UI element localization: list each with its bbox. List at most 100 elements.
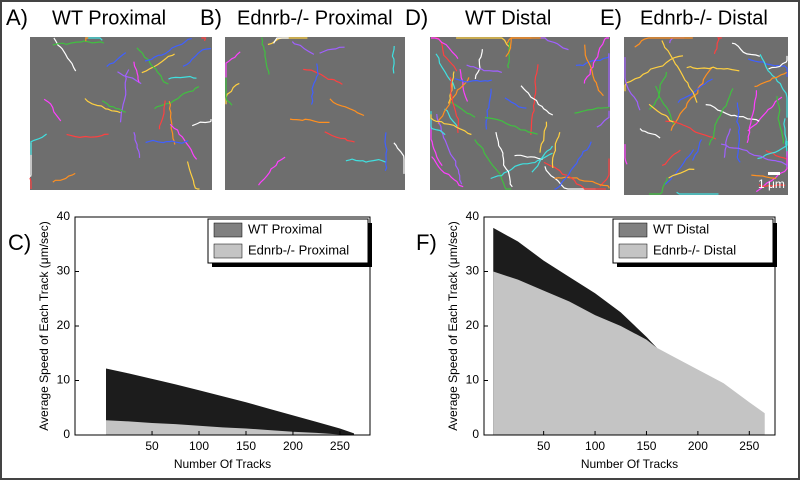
track <box>273 37 289 44</box>
track <box>53 37 77 72</box>
x-tick-label: 150 <box>636 439 656 453</box>
y-axis-label: Average Speed of Each Track (μm/sec) <box>37 221 51 430</box>
track <box>186 161 200 190</box>
track <box>624 144 628 165</box>
track <box>504 97 527 109</box>
track <box>435 53 456 90</box>
track <box>431 156 464 188</box>
legend-swatch <box>213 222 243 238</box>
track <box>449 76 460 133</box>
y-tick-label: 40 <box>466 209 480 223</box>
scale-bar <box>768 172 780 175</box>
track <box>436 114 463 185</box>
track <box>29 177 32 189</box>
track <box>456 37 512 49</box>
track <box>757 140 788 160</box>
track <box>454 78 492 83</box>
track <box>648 71 668 110</box>
track <box>664 149 695 185</box>
track <box>144 38 192 62</box>
x-tick-label: 200 <box>283 439 303 453</box>
track <box>747 58 788 77</box>
track <box>731 42 760 57</box>
track <box>505 37 532 58</box>
track <box>474 139 512 190</box>
panel-label: E) <box>600 5 622 30</box>
y-tick-label: 20 <box>57 318 71 332</box>
track <box>676 191 719 195</box>
legend-swatch <box>618 243 648 259</box>
track <box>43 98 62 122</box>
track <box>191 119 212 127</box>
legend-label: Ednrb-/- Distal <box>653 242 736 257</box>
legend-label: WT Proximal <box>248 221 322 236</box>
track <box>291 41 315 55</box>
track <box>554 141 592 190</box>
y-tick-label: 20 <box>466 318 480 332</box>
track <box>145 139 189 144</box>
track <box>168 75 197 80</box>
track <box>639 128 661 139</box>
track <box>668 168 695 179</box>
track <box>747 96 783 132</box>
track <box>52 40 105 46</box>
track <box>654 85 675 125</box>
track <box>485 88 492 130</box>
track <box>507 42 511 69</box>
track <box>776 96 785 144</box>
track <box>85 37 89 42</box>
track <box>133 132 141 158</box>
panel-label: F) <box>416 230 437 255</box>
track <box>154 86 200 110</box>
track <box>765 149 787 160</box>
panel-title: Ednrb-/- Distal <box>640 7 768 29</box>
track <box>495 131 513 188</box>
track <box>713 37 722 55</box>
track <box>736 102 741 163</box>
track <box>596 110 610 128</box>
track <box>447 71 455 104</box>
track <box>101 100 126 113</box>
track <box>584 44 604 97</box>
track <box>520 85 554 116</box>
panel-title: Ednrb-/- Proximal <box>237 7 393 29</box>
track <box>783 118 788 157</box>
track <box>751 174 777 179</box>
y-axis-label: Average Speed of Each Track (μm/sec) <box>446 221 460 430</box>
track <box>84 98 121 114</box>
track <box>133 61 140 83</box>
track <box>540 37 569 51</box>
track <box>430 114 472 136</box>
track <box>444 108 459 129</box>
legend-label: Ednrb-/- Proximal <box>248 242 349 257</box>
track <box>531 145 554 173</box>
x-tick-label: 100 <box>189 439 209 453</box>
panel-label: C) <box>8 230 31 255</box>
track <box>201 37 207 42</box>
track <box>30 133 47 155</box>
track <box>648 103 674 123</box>
track <box>758 184 786 187</box>
track <box>311 63 319 105</box>
track <box>768 55 788 70</box>
y-tick-label: 0 <box>472 427 479 441</box>
track <box>85 37 103 41</box>
track <box>430 111 446 136</box>
track <box>136 47 169 85</box>
track <box>661 40 698 103</box>
track <box>431 37 459 60</box>
track <box>759 54 788 118</box>
x-tick-label: 100 <box>585 439 605 453</box>
y-tick-label: 30 <box>57 264 71 278</box>
track <box>384 132 388 172</box>
track <box>514 154 543 160</box>
track <box>141 53 175 74</box>
track <box>106 52 127 67</box>
track <box>258 156 286 186</box>
scale-bar-label: 1 μm <box>758 177 785 191</box>
area <box>493 271 765 435</box>
panel-label: A) <box>6 5 28 30</box>
y-tick-label: 40 <box>57 209 71 223</box>
track <box>649 177 668 195</box>
